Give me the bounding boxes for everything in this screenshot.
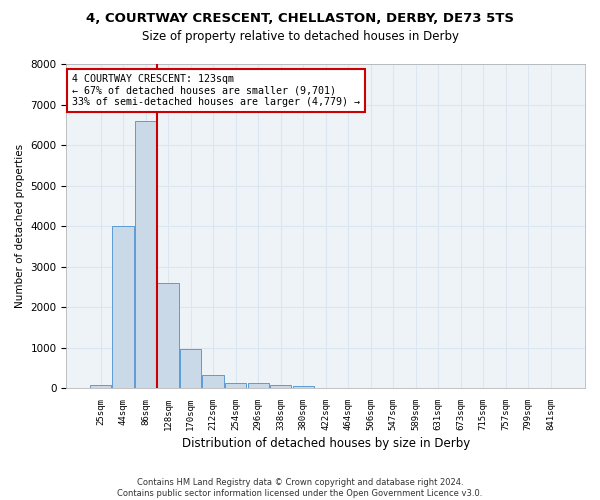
Bar — [180, 349, 202, 388]
Y-axis label: Number of detached properties: Number of detached properties — [15, 144, 25, 308]
Text: Contains HM Land Registry data © Crown copyright and database right 2024.
Contai: Contains HM Land Registry data © Crown c… — [118, 478, 482, 498]
Bar — [135, 120, 157, 388]
Bar — [270, 385, 292, 388]
Text: Size of property relative to detached houses in Derby: Size of property relative to detached ho… — [142, 30, 458, 43]
Bar — [248, 383, 269, 388]
Bar — [157, 283, 179, 388]
Bar — [225, 383, 247, 388]
Bar — [202, 375, 224, 388]
Bar — [90, 385, 112, 388]
Text: 4 COURTWAY CRESCENT: 123sqm
← 67% of detached houses are smaller (9,701)
33% of : 4 COURTWAY CRESCENT: 123sqm ← 67% of det… — [71, 74, 359, 107]
Bar — [293, 386, 314, 388]
X-axis label: Distribution of detached houses by size in Derby: Distribution of detached houses by size … — [182, 437, 470, 450]
Bar — [112, 226, 134, 388]
Text: 4, COURTWAY CRESCENT, CHELLASTON, DERBY, DE73 5TS: 4, COURTWAY CRESCENT, CHELLASTON, DERBY,… — [86, 12, 514, 26]
